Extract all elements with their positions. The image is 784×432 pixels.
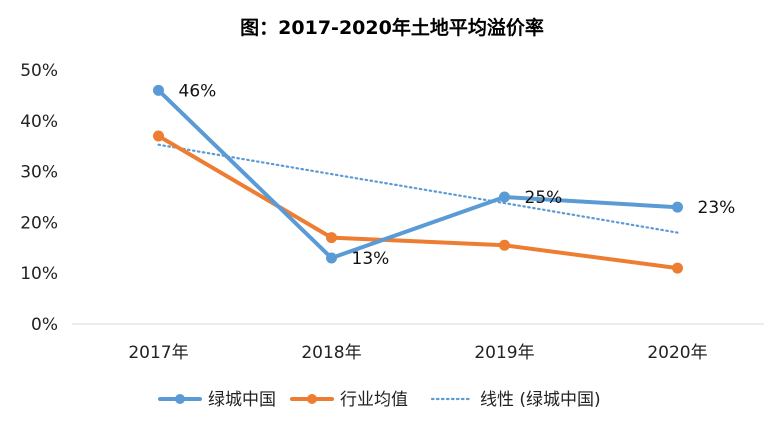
- y-tick-label: 10%: [20, 264, 58, 284]
- x-tick-label: 2017年: [128, 343, 188, 363]
- x-tick-label: 2018年: [301, 343, 361, 363]
- data-point: [672, 201, 683, 213]
- x-tick-label: 2020年: [647, 343, 707, 363]
- legend-label: 绿城中国: [208, 390, 276, 410]
- legend-marker: [175, 394, 185, 404]
- data-point: [153, 84, 164, 96]
- data-point: [326, 252, 337, 264]
- y-tick-label: 20%: [20, 213, 58, 233]
- y-tick-label: 0%: [31, 315, 58, 335]
- x-tick-label: 2019年: [474, 343, 534, 363]
- data-point: [326, 232, 337, 244]
- data-point: [499, 191, 510, 203]
- legend-marker: [307, 394, 317, 404]
- legend-label: 行业均值: [340, 390, 408, 410]
- legend: 绿城中国 行业均值 线性 (绿城中国): [158, 390, 601, 410]
- data-point: [153, 130, 164, 142]
- series-layer: 46% 13% 25% 23%: [153, 81, 736, 274]
- data-label: 13%: [352, 249, 390, 269]
- y-tick-label: 30%: [20, 163, 58, 183]
- x-axis: 2017年 2018年 2019年 2020年: [128, 343, 707, 363]
- chart-title: 图：2017-2020年土地平均溢价率: [240, 16, 544, 39]
- data-label: 23%: [698, 198, 736, 218]
- series-line: [156, 88, 680, 260]
- y-axis: 0% 10% 20% 30% 40% 50%: [20, 61, 58, 335]
- data-point: [672, 262, 683, 274]
- legend-label: 线性 (绿城中国): [480, 390, 601, 410]
- data-label: 25%: [525, 188, 563, 208]
- series-line: [156, 134, 680, 271]
- y-tick-label: 40%: [20, 112, 58, 132]
- trendline: [157, 143, 679, 234]
- y-tick-label: 50%: [20, 61, 58, 81]
- data-label: 46%: [179, 81, 217, 101]
- data-point: [499, 239, 510, 251]
